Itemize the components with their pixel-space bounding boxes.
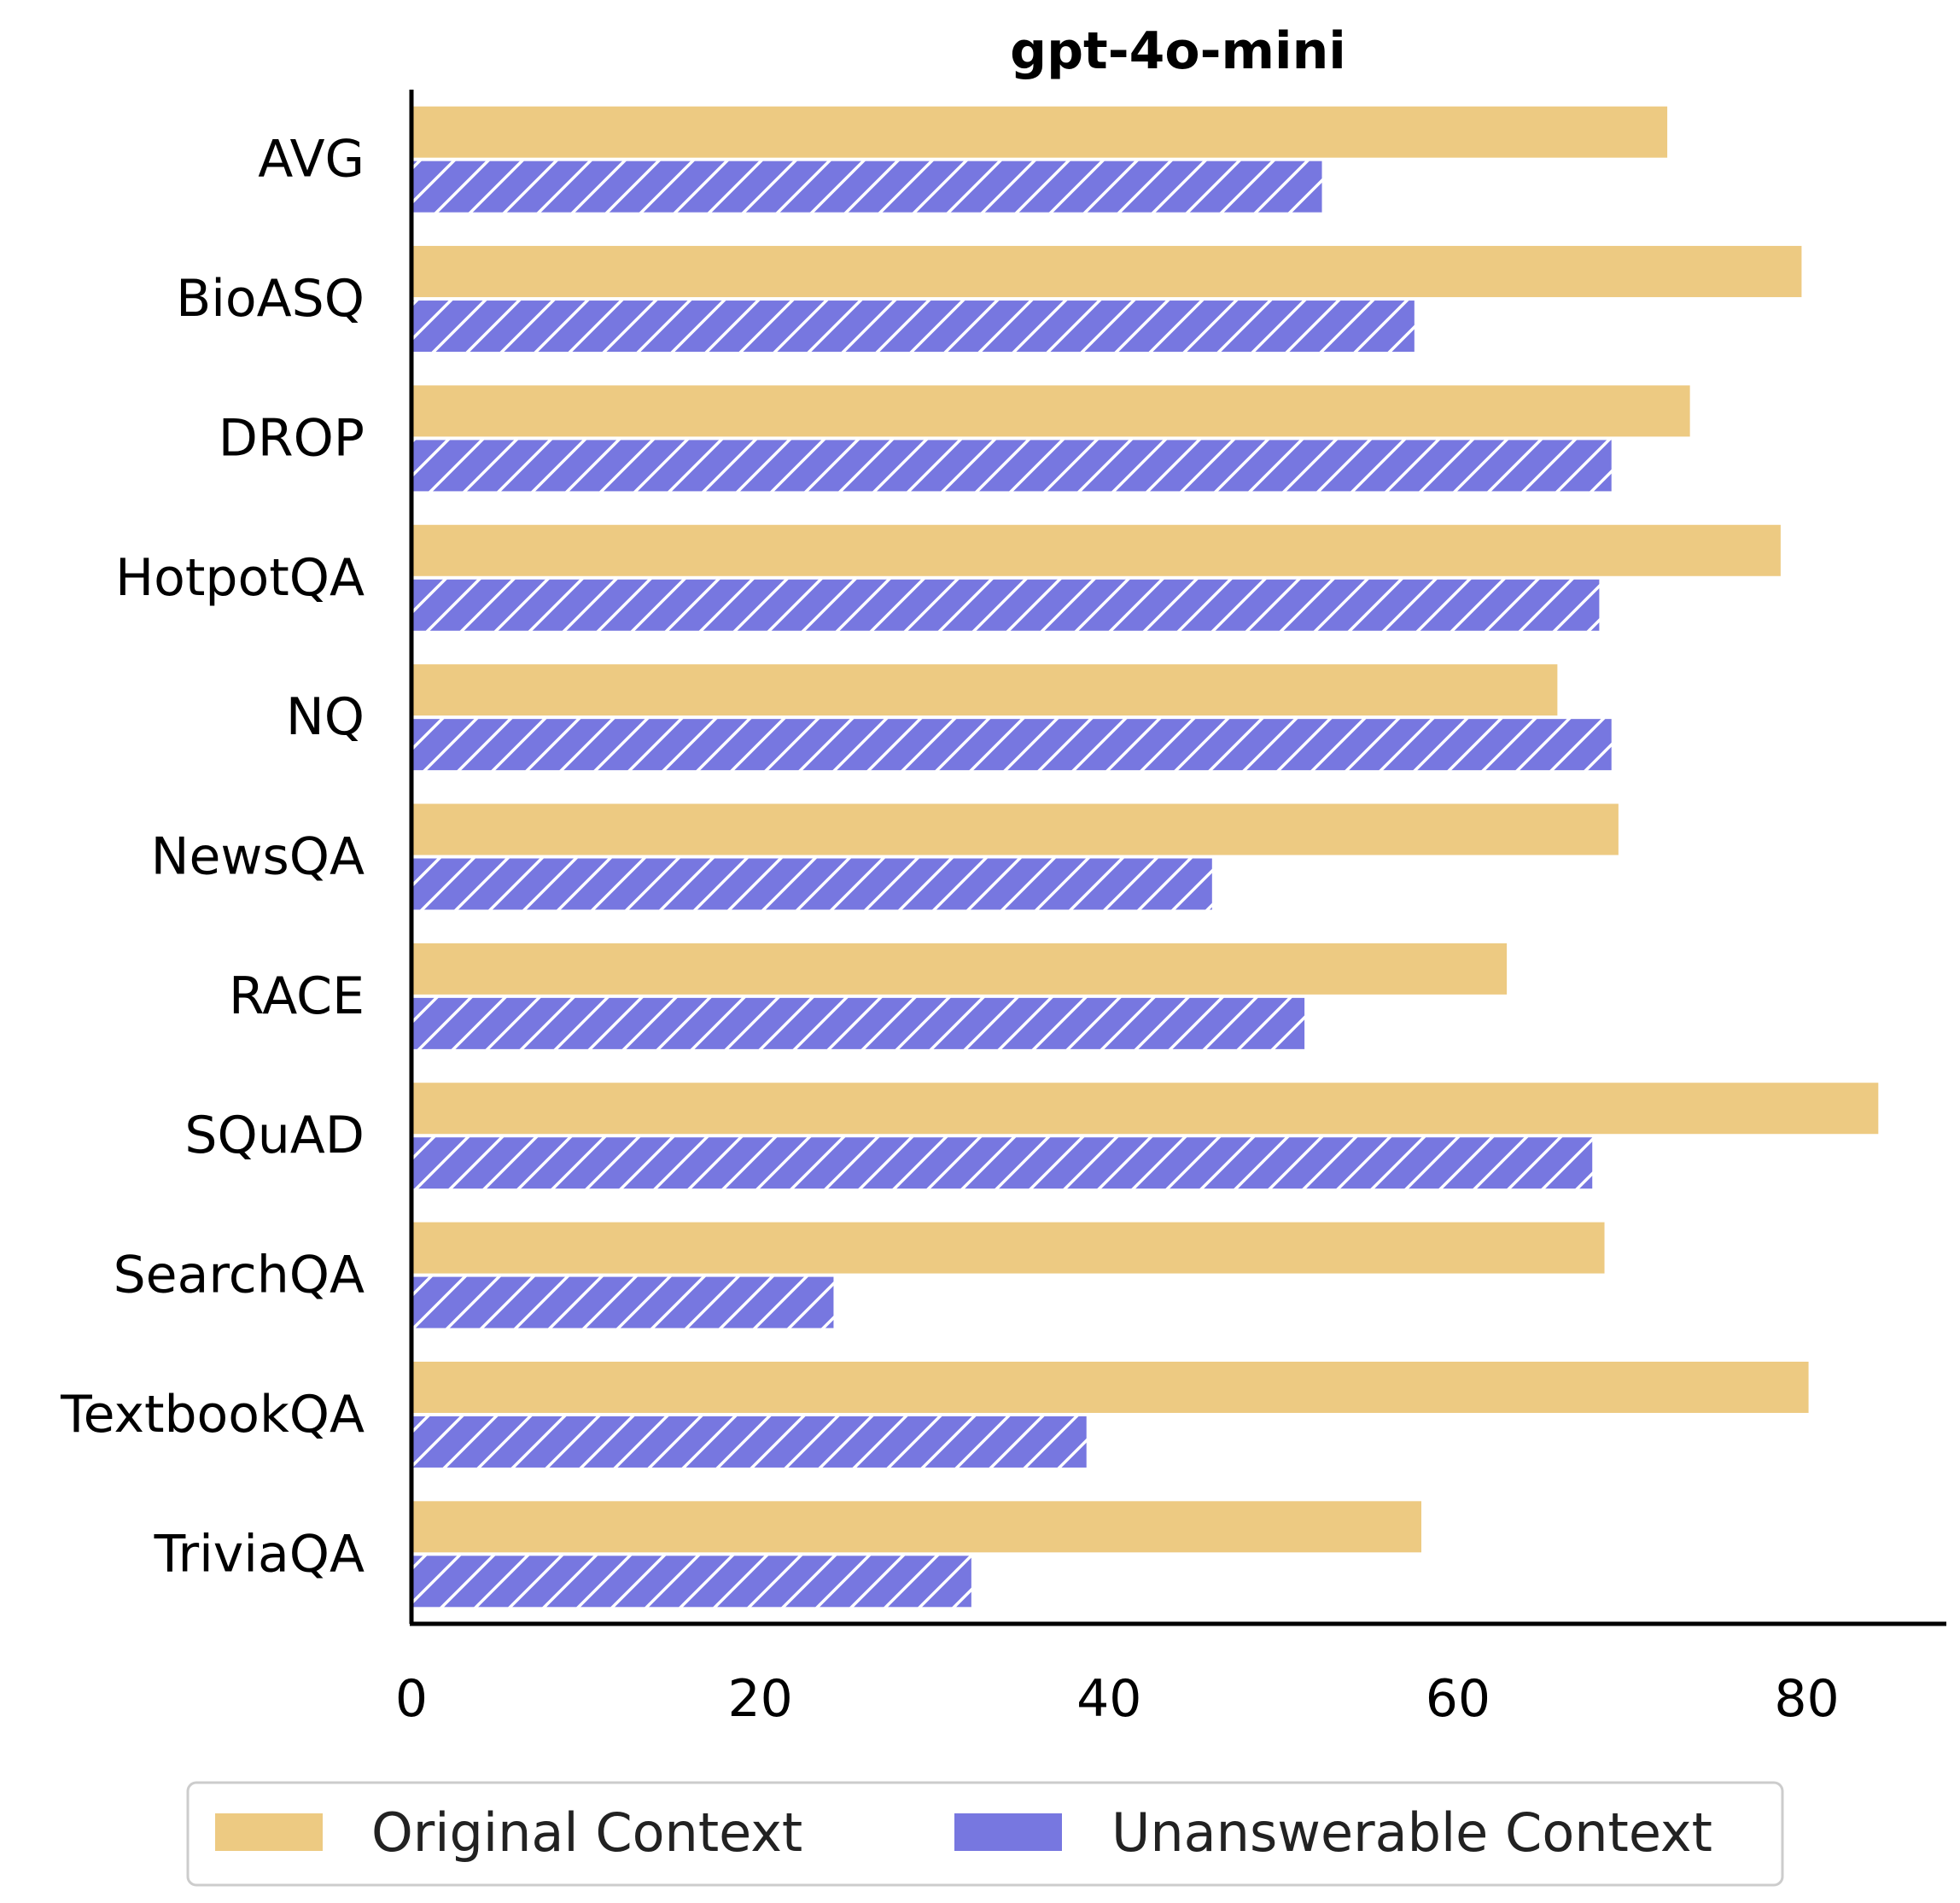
bar-squad-unanswerable-context	[411, 1137, 1593, 1189]
category-label: AVG	[258, 130, 365, 190]
bar-hotpotqa-original-context	[411, 524, 1781, 576]
bar-triviaqa-original-context	[411, 1501, 1422, 1553]
x-tick-label: 0	[395, 1669, 428, 1729]
category-label: TextbookQA	[60, 1385, 365, 1445]
bar-textbookqa-unanswerable-context	[411, 1416, 1087, 1468]
legend-label-unanswerable-context: Unanswerable Context	[1111, 1801, 1712, 1864]
legend-swatch-original-context	[215, 1813, 323, 1851]
bar-drop-unanswerable-context	[411, 440, 1612, 492]
bar-bioasq-original-context	[411, 246, 1802, 298]
bar-textbookqa-original-context	[411, 1361, 1809, 1413]
bar-searchqa-original-context	[411, 1222, 1605, 1274]
chart-title: gpt-4o-mini	[1010, 21, 1346, 81]
bar-nq-unanswerable-context	[411, 719, 1612, 771]
bar-race-unanswerable-context	[411, 997, 1305, 1049]
category-label: TriviaQA	[154, 1524, 365, 1584]
category-label: SearchQA	[114, 1246, 365, 1305]
category-label: SQuAD	[184, 1106, 365, 1165]
category-label: NQ	[286, 687, 365, 747]
bar-avg-original-context	[411, 106, 1668, 158]
bar-avg-unanswerable-context	[411, 161, 1322, 213]
bar-newsqa-original-context	[411, 803, 1619, 855]
bar-hotpotqa-unanswerable-context	[411, 579, 1600, 631]
bar-race-original-context	[411, 943, 1508, 995]
bar-squad-original-context	[411, 1083, 1879, 1135]
legend-swatch-unanswerable-context	[954, 1813, 1062, 1851]
category-labels: AVG BioASQ DROP HotpotQA NQ NewsQA RACE SQuAD Se…	[60, 130, 365, 1585]
category-label: DROP	[219, 408, 365, 468]
bar-triviaqa-unanswerable-context	[411, 1556, 971, 1608]
category-label: HotpotQA	[115, 548, 365, 608]
bars-group	[411, 106, 1879, 1608]
bar-searchqa-unanswerable-context	[411, 1276, 834, 1328]
legend: Original Context Unanswerable Context	[186, 1781, 1784, 1887]
category-label: RACE	[229, 966, 365, 1026]
x-tick-label: 60	[1426, 1669, 1490, 1729]
legend-label-original-context: Original Context	[371, 1801, 802, 1864]
x-tick-label: 20	[727, 1669, 792, 1729]
bar-bioasq-unanswerable-context	[411, 301, 1415, 353]
category-label: BioASQ	[176, 269, 365, 329]
x-tick-label: 80	[1774, 1669, 1839, 1729]
bar-nq-original-context	[411, 664, 1558, 716]
x-tick-label: 40	[1076, 1669, 1141, 1729]
bar-drop-original-context	[411, 385, 1690, 437]
bar-newsqa-unanswerable-context	[411, 858, 1212, 910]
category-label: NewsQA	[151, 827, 365, 887]
x-axis-ticks: 0 20 40 60 80	[395, 1669, 1840, 1729]
